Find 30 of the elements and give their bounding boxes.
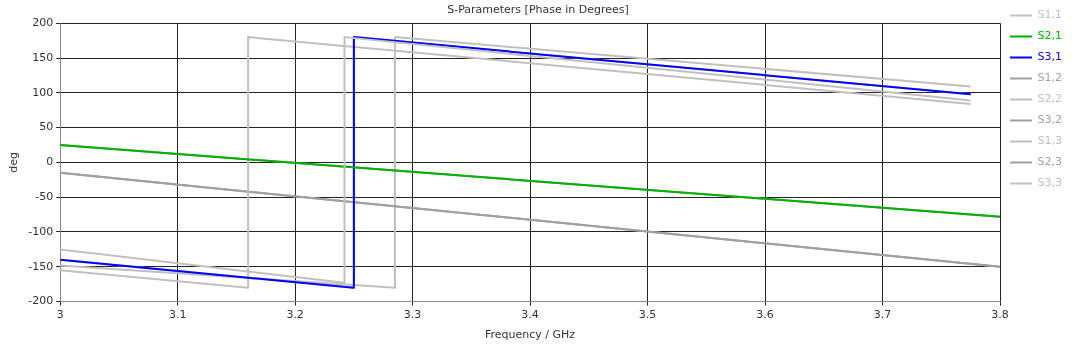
y-tick-label: -150	[28, 259, 54, 273]
y-tick-label: 150	[32, 50, 54, 64]
x-tick-label: 3.4	[521, 308, 539, 322]
x-tick-label: 3.5	[638, 308, 657, 322]
x-tick-label: 3	[56, 308, 64, 322]
y-tick-label: -50	[35, 190, 54, 204]
legend-label: S3,1	[1037, 50, 1063, 64]
legend-label: S2,2	[1037, 92, 1063, 106]
legend-label: S1,2	[1037, 71, 1063, 85]
y-tick-label: 200	[32, 16, 54, 30]
legend-label: S2,1	[1037, 29, 1063, 43]
legend-label: S3,2	[1037, 113, 1063, 127]
legend-label: S3,3	[1037, 176, 1063, 190]
legend-label: S1,3	[1037, 134, 1063, 148]
y-tick-label: -100	[28, 224, 54, 238]
x-tick-label: 3.3	[403, 308, 422, 322]
chart-title: S-Parameters [Phase in Degrees]	[447, 3, 629, 17]
y-tick-label: 50	[39, 120, 54, 134]
legend-label: S2,3	[1037, 155, 1063, 169]
y-tick-label: 0	[46, 155, 54, 169]
x-tick-label: 3.7	[873, 308, 892, 322]
x-tick-label: 3.6	[756, 308, 774, 322]
y-tick-label: -200	[28, 294, 54, 308]
y-axis-title: deg	[7, 152, 21, 173]
x-tick-label: 3.1	[168, 308, 187, 322]
x-tick-label: 3.8	[991, 308, 1009, 322]
x-tick-label: 3.2	[286, 308, 304, 322]
x-axis-title: Frequency / GHz	[485, 328, 576, 342]
legend-label: S1,1	[1037, 8, 1063, 22]
y-tick-label: 100	[32, 85, 54, 99]
